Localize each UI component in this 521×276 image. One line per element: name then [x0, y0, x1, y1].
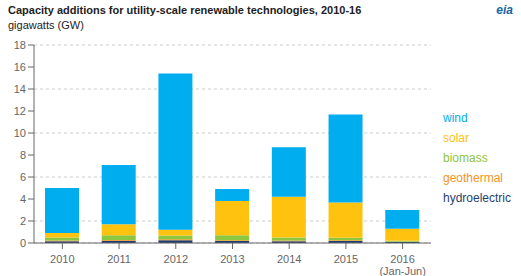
html-text:eia: eia: [496, 3, 513, 17]
svg-text:2011: 2011: [107, 253, 131, 265]
svg-text:16: 16: [14, 61, 26, 73]
html-text:Capacity additions for utility: Capacity additions for utility-scale ren…: [8, 4, 362, 16]
svg-text:2013: 2013: [220, 253, 244, 265]
svg-text:10: 10: [14, 127, 26, 139]
svg-text:2012: 2012: [164, 253, 188, 265]
html-text:wind: wind: [443, 111, 468, 125]
html-text:hydroelectric: hydroelectric: [443, 191, 511, 205]
html-text:geothermal: geothermal: [443, 171, 503, 185]
svg-text:6: 6: [20, 171, 26, 183]
svg-text:2015: 2015: [334, 253, 358, 265]
svg-text:2010: 2010: [50, 253, 74, 265]
svg-text:14: 14: [14, 83, 26, 95]
svg-text:4: 4: [20, 193, 26, 205]
html-text:solar: solar: [443, 131, 469, 145]
svg-text:2: 2: [20, 215, 26, 227]
svg-text:2016(Jan-Jun): 2016(Jan-Jun): [379, 253, 425, 276]
svg-text:12: 12: [14, 105, 26, 117]
svg-text:8: 8: [20, 149, 26, 161]
html-text:gigawatts (GW): gigawatts (GW): [8, 19, 84, 31]
svg-text:0: 0: [20, 237, 26, 249]
svg-text:18: 18: [14, 39, 26, 51]
svg-text:2014: 2014: [277, 253, 301, 265]
html-text:biomass: biomass: [443, 151, 488, 165]
